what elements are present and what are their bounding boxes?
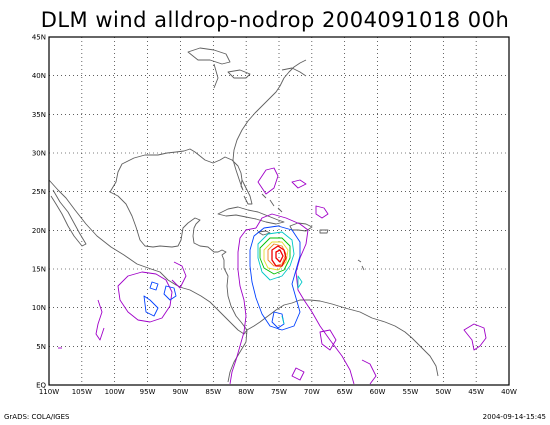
lon-tick-label: 70W — [304, 388, 320, 396]
lat-tick-label: 10N — [32, 304, 46, 312]
contour-purple — [257, 167, 279, 195]
contour-yellow — [263, 241, 289, 271]
map-title: DLM wind alldrop-nodrop 2004091018 00h — [40, 8, 510, 32]
lat-tick-label: 45N — [32, 34, 46, 42]
contour-red — [271, 245, 287, 267]
lat-tick-label: 5N — [36, 343, 46, 351]
footer-timestamp: 2004-09-14-15:45 — [482, 413, 546, 421]
coastline-puerto-rico — [319, 229, 329, 234]
coastline-jamaica — [257, 230, 271, 236]
lat-tick-label: 15N — [32, 266, 46, 274]
lat-tick-label: 30N — [32, 150, 46, 158]
contour-cyan — [281, 315, 285, 325]
lon-tick-label: 60W — [370, 388, 386, 396]
lon-tick-label: 75W — [271, 388, 287, 396]
coastline-hispaniola — [289, 222, 313, 232]
contour-blue — [163, 285, 177, 301]
contour-blue — [143, 295, 159, 317]
contour-purple — [171, 261, 187, 289]
coastline-northeast — [281, 67, 307, 77]
contour-purple — [319, 329, 337, 351]
lon-tick-label: 100W — [105, 388, 125, 396]
lon-tick-label: 80W — [238, 388, 254, 396]
contour-purple — [463, 323, 487, 351]
contour-green — [259, 237, 291, 275]
contour-cyan — [257, 231, 295, 281]
coastlines — [48, 47, 439, 383]
contour-cyan — [297, 275, 303, 289]
footer-credit: GrADS: COLA/IGES — [4, 413, 70, 421]
lon-tick-label: 95W — [140, 388, 156, 396]
lon-tick-label: 110W — [39, 388, 59, 396]
contour-purple — [291, 179, 307, 189]
coastline-cuba — [217, 206, 285, 225]
lat-tick-label: 20N — [32, 227, 46, 235]
contour-purple — [95, 299, 105, 341]
lon-tick-label: 105W — [72, 388, 92, 396]
contour-orange — [267, 243, 287, 267]
contour-blue — [249, 225, 301, 331]
lon-tick-label: 90W — [173, 388, 189, 396]
contour-purple — [291, 367, 305, 381]
contour-purple — [117, 271, 173, 323]
lat-tick-label: EQ — [36, 382, 46, 390]
lat-tick-label: 35N — [32, 111, 46, 119]
coastline-great-lakes — [187, 47, 251, 89]
lon-tick-label: 40W — [501, 388, 517, 396]
coastline-south-america — [227, 299, 439, 383]
contour-purple — [315, 205, 329, 219]
axis-labels: EQ 5N 10N 15N 20N 25N 30N 35N 40N 45N 110W 105W 100W… — [32, 34, 517, 397]
coastline-baja — [50, 189, 87, 247]
contour-blue — [149, 281, 159, 291]
lon-tick-label: 50W — [435, 388, 451, 396]
lon-tick-label: 65W — [337, 388, 353, 396]
contour-purple — [361, 359, 377, 385]
coastline-bahamas — [261, 193, 283, 213]
map-frame — [48, 36, 510, 386]
contour-red — [275, 249, 284, 263]
contours — [58, 167, 487, 385]
lat-tick-label: 40N — [32, 72, 46, 80]
lon-tick-label: 85W — [205, 388, 221, 396]
lon-tick-label: 45W — [468, 388, 484, 396]
contour-purple — [229, 213, 355, 385]
coastline-lesser-antilles — [357, 259, 365, 271]
coastline-florida — [241, 179, 253, 205]
lon-tick-label: 55W — [403, 388, 419, 396]
contour-blue — [271, 311, 285, 329]
graticule — [49, 37, 509, 385]
coastline-north-america — [48, 59, 307, 335]
lat-tick-label: 25N — [32, 188, 46, 196]
